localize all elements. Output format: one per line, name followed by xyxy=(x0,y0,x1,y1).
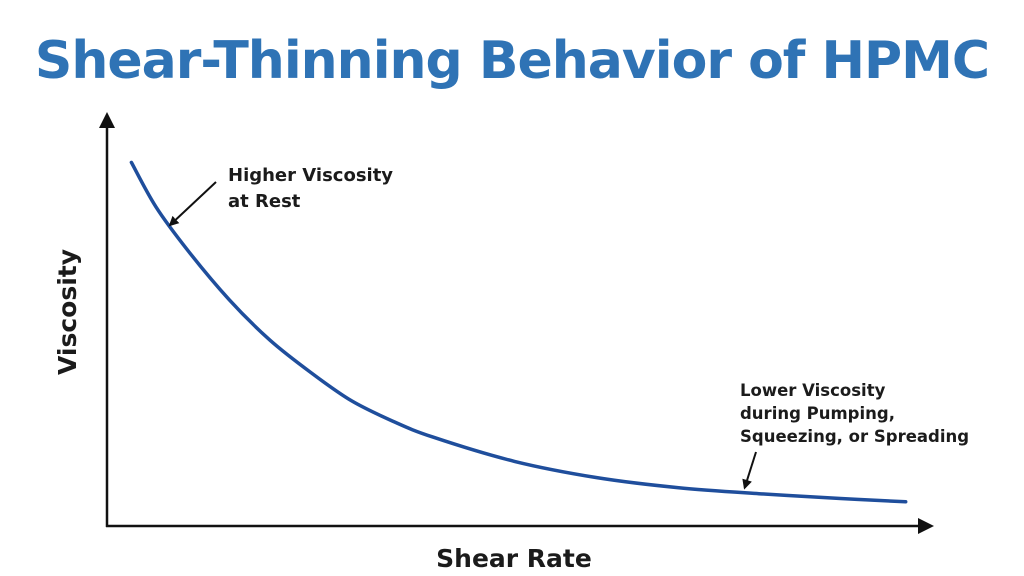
annotation-high-arrow xyxy=(168,181,217,227)
annotation-high-viscosity: Higher Viscosity at Rest xyxy=(168,165,399,227)
chart-title: Shear-Thinning Behavior of HPMC xyxy=(34,31,990,91)
x-axis-arrow xyxy=(918,518,934,534)
y-axis-arrow xyxy=(99,112,115,128)
svg-text:Lower Viscosity during P: Lower Viscosity during Pumping, Squeezin… xyxy=(740,381,969,446)
annotation-low-arrow xyxy=(742,451,757,490)
viscosity-curve xyxy=(129,160,908,504)
annotation-high-line-1: Higher Viscosity xyxy=(228,165,393,186)
annotation-high-line-2: at Rest xyxy=(228,191,301,212)
svg-text:Higher Viscosity at Rest: Higher Viscosity at Rest xyxy=(228,165,399,212)
annotation-low-line-3: Squeezing, or Spreading xyxy=(740,427,969,446)
annotation-low-viscosity: Lower Viscosity during Pumping, Squeezin… xyxy=(740,381,969,490)
x-axis-label: Shear Rate xyxy=(436,544,592,573)
annotation-low-line-1: Lower Viscosity xyxy=(740,381,886,400)
y-axis-label: Viscosity xyxy=(53,249,82,375)
annotation-low-line-2: during Pumping, xyxy=(740,404,895,423)
